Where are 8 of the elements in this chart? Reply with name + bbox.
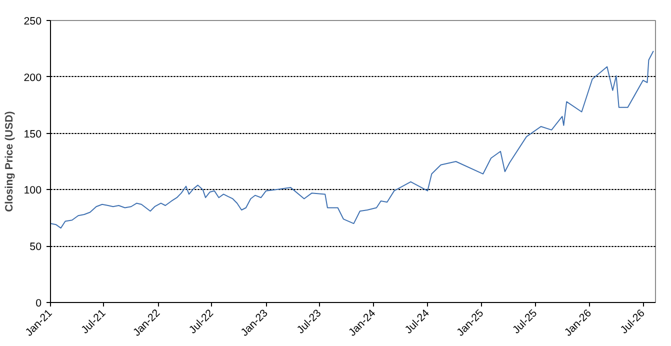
y-tick-label: 0 — [36, 298, 42, 310]
line-series — [50, 50, 654, 229]
y-axis-title: Closing Price (USD) — [4, 110, 16, 212]
y-tick-label: 150 — [24, 128, 42, 140]
y-tick-label: 100 — [24, 184, 42, 197]
y-tick-label: 250 — [24, 16, 42, 28]
y-tick-label: 50 — [30, 241, 42, 254]
y-tick-label: 200 — [24, 72, 42, 84]
